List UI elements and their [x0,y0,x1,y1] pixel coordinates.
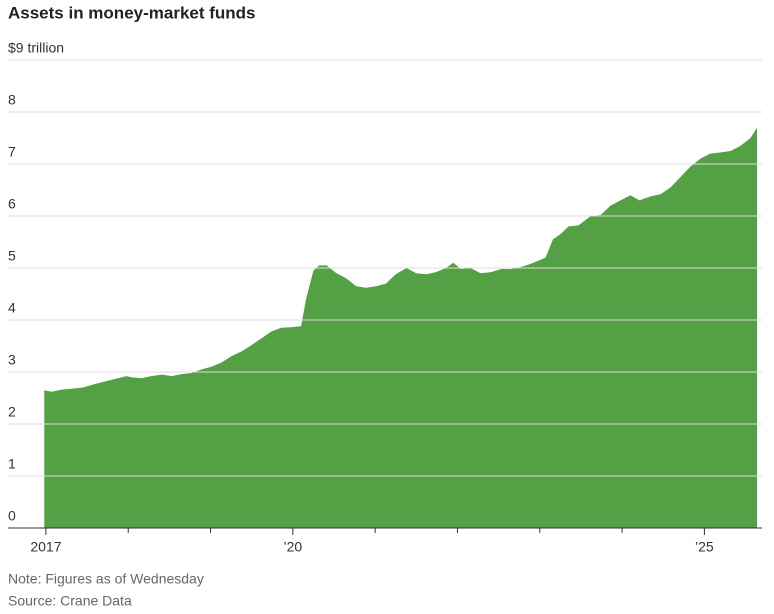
y-tick-label: $9 trillion [8,40,64,56]
y-tick-label: 0 [8,508,16,524]
y-tick-label: 2 [8,404,16,420]
area [44,127,758,528]
y-tick-label: 5 [8,248,16,264]
chart-title: Assets in money-market funds [8,3,256,22]
y-tick-label: 6 [8,196,16,212]
y-tick-label: 7 [8,144,16,160]
source: Source: Crane Data [8,593,132,609]
y-tick-label: 3 [8,352,16,368]
y-tick-label: 4 [8,300,16,316]
y-tick-label: 8 [8,92,16,108]
x-tick-label: ’20 [284,539,303,555]
note: Note: Figures as of Wednesday [8,571,204,587]
y-tick-label: 1 [8,456,16,472]
x-tick-label: ’25 [695,539,714,555]
x-tick-label: 2017 [30,539,61,555]
